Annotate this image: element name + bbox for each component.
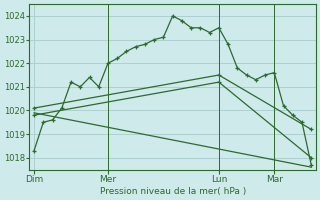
X-axis label: Pression niveau de la mer( hPa ): Pression niveau de la mer( hPa ) [100,187,246,196]
